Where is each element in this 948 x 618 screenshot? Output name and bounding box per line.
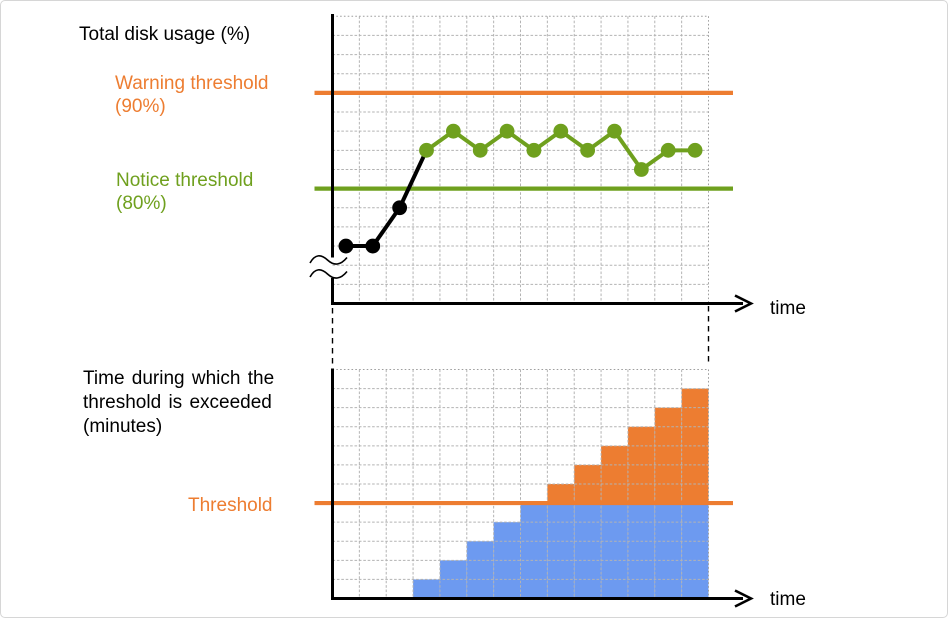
bar-below-threshold — [466, 541, 494, 599]
disk-usage-series — [338, 123, 703, 254]
data-point — [445, 123, 461, 139]
bottom-chart-axes — [331, 368, 754, 608]
bottom-x-axis-arrow-icon — [734, 589, 754, 608]
exceeded-time-bars — [413, 388, 709, 599]
data-point — [580, 142, 596, 158]
data-point — [338, 238, 354, 254]
bottom-chart-title-line3: (minutes) — [83, 416, 163, 437]
bar-below-threshold — [493, 522, 521, 599]
data-segment — [371, 206, 402, 248]
warning-threshold-label-line1: Warning threshold — [115, 73, 269, 94]
bottom-chart-title-line2: threshold is exceeded — [83, 392, 272, 413]
data-point — [660, 142, 676, 158]
data-point — [526, 142, 542, 158]
bar-below-threshold — [574, 503, 602, 599]
bottom-chart-title-line1: Time during which the — [83, 368, 275, 389]
top-chart-axes — [309, 14, 754, 313]
bottom-threshold-label: Threshold — [188, 495, 273, 516]
data-segment — [612, 130, 643, 171]
data-segment — [397, 149, 429, 209]
data-point — [687, 142, 703, 158]
top-x-axis-arrow-icon — [734, 294, 754, 313]
y-axis-break-icon — [309, 269, 348, 279]
warning-threshold-label: Warning threshold (90%) — [115, 73, 268, 118]
bar-above-threshold — [601, 445, 628, 504]
data-point — [472, 142, 488, 158]
bottom-time-axis-label: time — [770, 589, 806, 610]
notice-threshold-label: Notice threshold (80%) — [116, 170, 253, 215]
bar-below-threshold — [601, 503, 628, 599]
bar-below-threshold — [520, 503, 548, 599]
top-time-axis-label: time — [770, 298, 806, 319]
data-point — [607, 123, 622, 139]
top-chart-threshold-lines — [314, 90, 733, 191]
dashed-connectors — [331, 306, 710, 366]
bar-below-threshold — [681, 503, 709, 599]
data-point — [392, 200, 408, 216]
notice-threshold-label-line1: Notice threshold — [116, 170, 254, 191]
top-chart-title: Total disk usage (%) — [79, 24, 251, 45]
bar-below-threshold — [654, 503, 682, 599]
data-point — [499, 123, 515, 139]
warning-threshold-label-line2: (90%) — [115, 95, 166, 117]
data-point — [633, 162, 649, 177]
data-point — [365, 238, 381, 254]
data-point — [553, 123, 569, 139]
bottom-chart-title: Time during which the threshold is excee… — [83, 367, 274, 439]
bar-below-threshold — [627, 503, 655, 599]
bar-below-threshold — [547, 503, 575, 599]
y-axis-break-icon — [309, 255, 348, 265]
bar-above-threshold — [547, 484, 575, 504]
bar-above-threshold — [654, 407, 682, 504]
bar-below-threshold — [413, 579, 440, 599]
notice-threshold-label-line2: (80%) — [116, 192, 167, 214]
data-point — [419, 142, 434, 158]
